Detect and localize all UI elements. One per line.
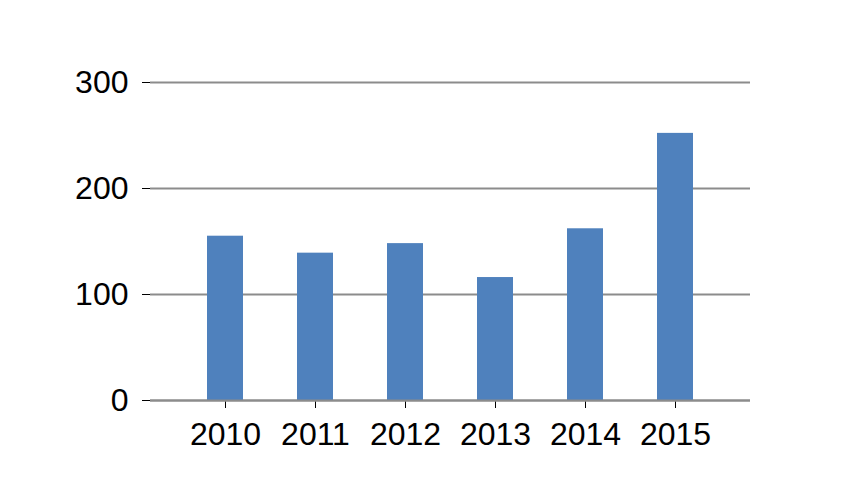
svg-text:2012: 2012	[370, 416, 441, 452]
svg-text:2011: 2011	[281, 416, 350, 452]
svg-text:100: 100	[75, 276, 128, 312]
svg-text:200: 200	[75, 170, 128, 206]
svg-text:2013: 2013	[460, 416, 531, 452]
svg-text:2010: 2010	[190, 416, 261, 452]
svg-text:2014: 2014	[550, 416, 621, 452]
svg-text:300: 300	[75, 64, 128, 100]
svg-text:0: 0	[111, 382, 129, 418]
svg-text:2015: 2015	[640, 416, 711, 452]
